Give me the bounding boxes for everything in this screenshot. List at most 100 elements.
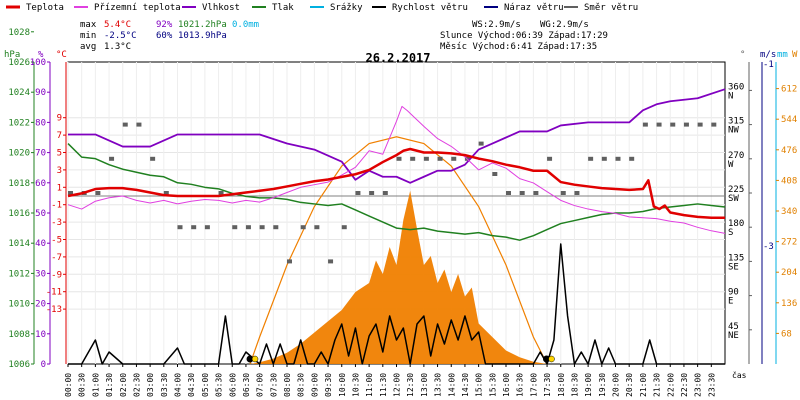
- wind-direction-point: [574, 191, 580, 195]
- x-tick-label: 14:30: [461, 373, 470, 397]
- x-tick-label: 22:00: [666, 373, 675, 397]
- x-tick-label: 22:30: [680, 373, 689, 397]
- wind-direction-point: [177, 225, 183, 230]
- summary-max-temp: 5.4°C: [104, 20, 131, 30]
- x-tick-label: 12:00: [393, 373, 402, 397]
- x-tick-label: 07:00: [256, 373, 265, 397]
- x-tick-label: 00:00: [64, 373, 73, 397]
- deg-tick-label: 315: [728, 117, 744, 127]
- x-tick-label: 23:00: [694, 373, 703, 397]
- wind-direction-point: [163, 191, 169, 195]
- sun-event-marker: [251, 355, 259, 363]
- x-tick-label: 03:30: [160, 373, 169, 397]
- wind-direction-point: [191, 225, 197, 230]
- summary-max-humidity: 92%: [156, 20, 173, 30]
- wind-direction-point: [547, 156, 553, 161]
- temperature-line: [67, 147, 725, 219]
- wind-direction-point: [437, 156, 443, 161]
- pct-tick-label: 20: [35, 300, 46, 310]
- compass-label: E: [728, 297, 733, 307]
- ms-tick-label: -1: [763, 60, 774, 70]
- summary-rain: 0.0mm: [232, 20, 259, 30]
- degc-tick-label: 5: [57, 149, 62, 159]
- ms-unit-label: m/s: [760, 50, 776, 60]
- x-tick-label: 13:00: [420, 373, 429, 397]
- compass-label: S: [728, 228, 733, 238]
- x-tick-label: 21:30: [653, 373, 662, 397]
- pct-unit-label: %: [38, 50, 44, 60]
- summary-min-pressure: 1013.9hPa: [178, 31, 227, 41]
- wind-direction-point: [601, 156, 607, 161]
- legend-naraz-vetru-label: Náraz větru: [504, 3, 564, 13]
- degc-tick-label: 7: [57, 131, 62, 141]
- wm2-tick-label: 544: [781, 115, 797, 125]
- ms-tick-label: -3: [763, 242, 774, 252]
- x-tick-label: 09:30: [324, 373, 333, 397]
- x-tick-label: 11:00: [365, 373, 374, 397]
- wm2-tick-label: 476: [781, 146, 797, 156]
- pct-tick-label: 50: [35, 209, 46, 219]
- wind-direction-point: [218, 191, 224, 195]
- wind-direction-point: [588, 156, 594, 161]
- hpa-tick-label: 1006: [8, 360, 30, 370]
- x-tick-label: 21:00: [639, 373, 648, 397]
- x-tick-label: 00:30: [78, 373, 87, 397]
- wind-direction-point: [697, 122, 703, 127]
- x-tick-label: 16:00: [502, 373, 511, 397]
- wind-direction-point: [533, 191, 539, 195]
- solar-radiation-area: [250, 190, 548, 364]
- pct-tick-label: 70: [35, 149, 46, 159]
- hpa-tick-label: 1022: [8, 118, 30, 128]
- legend-smer-vetru-label: Směr větru: [584, 3, 638, 13]
- x-tick-label: 10:00: [338, 373, 347, 397]
- compass-label: NW: [728, 126, 739, 136]
- wm2-tick-label: 612: [781, 85, 797, 95]
- x-tick-label: 18:30: [570, 373, 579, 397]
- wind-direction-point: [382, 191, 388, 195]
- wind-direction-point: [109, 156, 115, 161]
- x-tick-label: 08:30: [297, 373, 306, 397]
- degc-tick-label: -13: [46, 305, 62, 315]
- wind-direction-point: [656, 122, 662, 127]
- wind-direction-point: [519, 191, 525, 195]
- series-layer: [67, 88, 726, 365]
- legend-tlak-label: Tlak: [272, 3, 294, 13]
- degc-tick-label: -5: [51, 236, 62, 246]
- x-tick-label: 14:00: [447, 373, 456, 397]
- wind-direction-point: [615, 156, 621, 161]
- degc-unit-label: °C: [56, 50, 67, 60]
- axis-ticks-layer: 00:00 00:30 01:00 01:30 02:00 02:30 03:00 03:30…: [8, 28, 797, 397]
- x-tick-label: 04:00: [174, 373, 183, 397]
- x-tick-label: 17:00: [529, 373, 538, 397]
- x-tick-label: 20:30: [625, 373, 634, 397]
- hpa-tick-label: 1010: [8, 300, 30, 310]
- x-tick-label: 09:00: [310, 373, 319, 397]
- pct-tick-label: 40: [35, 239, 46, 249]
- deg-tick-label: 135: [728, 253, 744, 263]
- wind-direction-point: [451, 156, 457, 161]
- wind-direction-point: [642, 122, 648, 127]
- solar-layer: [249, 136, 548, 365]
- summary-max-pressure: 1021.2hPa: [178, 20, 227, 30]
- x-tick-label: 23:30: [707, 373, 716, 397]
- wind-direction-point: [273, 225, 279, 230]
- hpa-tick-label: 1018: [8, 179, 30, 189]
- wind-direction-point: [506, 191, 511, 195]
- summary-min-humidity: 60%: [156, 31, 173, 41]
- hpa-tick-label: 1028: [8, 28, 30, 38]
- humidity-line: [68, 88, 726, 184]
- x-tick-label: 01:30: [105, 373, 114, 397]
- summary-min-temp: -2.5°C: [104, 31, 137, 41]
- wind-direction-point: [204, 225, 210, 230]
- mm-unit-label: mm: [777, 50, 788, 60]
- wind-direction-point: [122, 122, 128, 127]
- pct-tick-label: 100: [30, 58, 46, 68]
- degc-tick-label: -11: [46, 288, 62, 298]
- x-tick-label: 06:00: [228, 373, 237, 397]
- wind-direction-point: [95, 191, 101, 195]
- hpa-tick-label: 1024: [8, 88, 30, 98]
- pct-tick-label: 60: [35, 179, 46, 189]
- compass-label: SE: [728, 262, 739, 272]
- x-tick-label: 16:30: [516, 373, 525, 397]
- deg-tick-label: 180: [728, 219, 744, 229]
